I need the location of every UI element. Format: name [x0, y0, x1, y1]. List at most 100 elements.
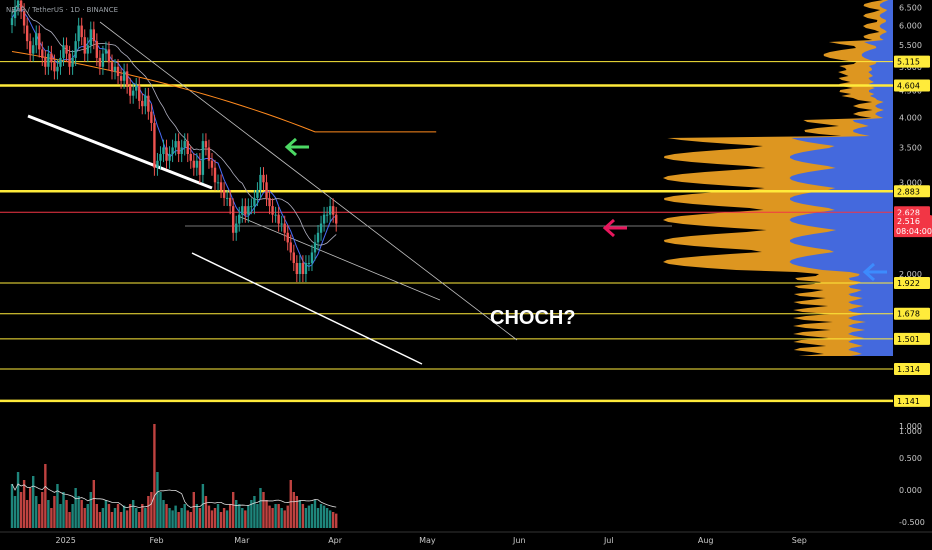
- candle-body-20: [71, 57, 74, 67]
- candle-body-48: [156, 160, 159, 168]
- candle-body-97: [304, 262, 308, 275]
- volume-bar-41: [135, 508, 138, 528]
- volume-bar-26: [89, 492, 92, 528]
- volume-bar-60: [192, 492, 195, 528]
- volume-bar-9: [38, 504, 41, 528]
- candle-body-59: [189, 154, 192, 161]
- volume-tick-1: 0.500: [899, 454, 922, 463]
- volume-bar-36: [119, 512, 123, 528]
- candle-body-62: [198, 160, 202, 175]
- volume-bar-94: [295, 496, 299, 528]
- volume-bar-39: [128, 504, 132, 528]
- candle-body-66: [210, 160, 214, 168]
- axis-badge-label-6: 1.501: [897, 335, 920, 344]
- volume-bar-97: [304, 508, 308, 528]
- candle-body-65: [207, 147, 211, 161]
- volume-bar-35: [116, 504, 120, 528]
- candle-body-39: [128, 85, 132, 96]
- volume-bar-29: [98, 512, 102, 528]
- volume-bar-59: [189, 512, 192, 528]
- candle-body-89: [280, 223, 283, 225]
- volume-bar-18: [65, 500, 68, 528]
- axis-badge-0: [894, 55, 930, 68]
- axis-badge-2: [894, 185, 930, 198]
- channel-top-line: [237, 215, 441, 301]
- volume-bar-1: [13, 496, 17, 528]
- candle-body-15: [56, 66, 59, 72]
- volume-bar-98: [307, 505, 311, 528]
- candle-body-52: [168, 154, 171, 161]
- volume-bar-43: [141, 504, 144, 528]
- volume-bar-56: [180, 508, 183, 528]
- volume-bar-61: [195, 504, 199, 528]
- volume-bar-80: [253, 496, 256, 528]
- volume-bar-23: [80, 500, 83, 528]
- candle-body-16: [59, 57, 62, 67]
- candle-body-95: [298, 262, 302, 275]
- candle-body-73: [231, 206, 235, 233]
- volume-bar-104: [325, 508, 329, 528]
- volume-bar-49: [159, 492, 162, 528]
- green-arrow-head: [284, 137, 297, 157]
- candle-body-13: [50, 53, 53, 63]
- volume-bar-89: [280, 508, 283, 528]
- volume-bar-106: [331, 512, 335, 528]
- candle-body-64: [204, 141, 208, 148]
- candle-body-92: [289, 242, 292, 253]
- axis-badge-label-1: 4.604: [897, 81, 920, 90]
- axis-badge-8: [894, 394, 930, 407]
- volume-bars: [10, 424, 338, 528]
- candle-body-53: [171, 147, 174, 155]
- candle-body-0: [10, 18, 14, 26]
- volume-ma: [11, 483, 337, 509]
- candle-body-69: [219, 182, 223, 190]
- volume-bar-13: [50, 508, 53, 528]
- volume-bar-52: [168, 508, 171, 528]
- candle-body-51: [165, 147, 168, 161]
- candle-body-83: [262, 174, 265, 183]
- volume-bar-77: [244, 510, 247, 528]
- volume-bar-66: [210, 510, 214, 528]
- time-tick-4: May: [419, 536, 436, 545]
- axis-badge-label-0: 5.115: [897, 58, 920, 67]
- volume-bar-0: [10, 484, 14, 528]
- descending-trendline: [99, 21, 518, 341]
- candle-body-93: [292, 252, 295, 263]
- current-price-badge: [894, 215, 932, 238]
- candle-body-24: [83, 37, 86, 54]
- volume-bar-45: [147, 496, 150, 528]
- candle-body-3: [19, 0, 23, 11]
- candle-body-77: [244, 206, 247, 215]
- volume-bar-20: [71, 504, 74, 528]
- volume-bar-40: [132, 500, 135, 528]
- candle-body-55: [177, 141, 180, 155]
- candle-body-78: [247, 206, 250, 215]
- price-tick-0: 6.500: [899, 3, 922, 12]
- time-tick-1: Feb: [149, 536, 163, 545]
- axis-badge-label-8: 1.141: [897, 397, 920, 406]
- volume-bar-95: [298, 500, 302, 528]
- candle-body-17: [62, 45, 65, 58]
- price-tick-10: 1.000: [899, 427, 922, 436]
- axis-badge-6: [894, 332, 930, 345]
- volume-bar-99: [310, 504, 314, 528]
- current-price-label: 2.516: [897, 217, 920, 226]
- volume-bar-79: [250, 500, 253, 528]
- candle-body-33: [110, 62, 114, 72]
- volume-bar-28: [95, 504, 99, 528]
- candle-body-58: [186, 141, 189, 155]
- volume-tick-3: -0.500: [899, 518, 925, 527]
- candle-body-99: [310, 252, 314, 263]
- volume-bar-32: [107, 504, 111, 528]
- volume-bar-25: [86, 504, 89, 528]
- time-tick-7: Aug: [698, 536, 714, 545]
- lower-channel-line: [191, 252, 423, 365]
- candle-body-88: [277, 214, 280, 224]
- candle-body-81: [256, 189, 259, 198]
- volume-bar-72: [228, 504, 232, 528]
- candle-body-85: [268, 197, 271, 207]
- candle-body-25: [86, 45, 89, 54]
- volume-bar-7: [32, 476, 35, 528]
- candle-body-54: [174, 141, 177, 148]
